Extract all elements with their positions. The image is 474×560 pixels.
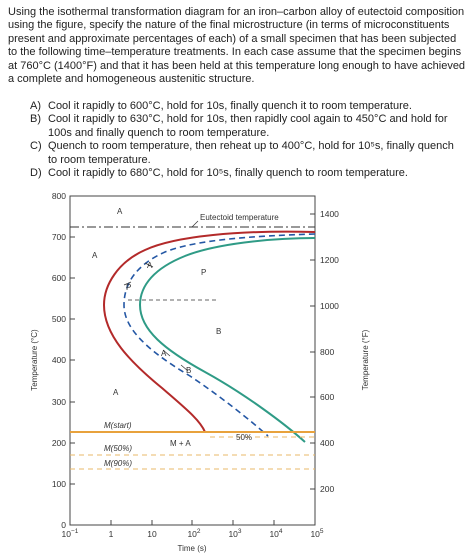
x-axis: 10−1 1 10 102 103 104 105 Time (s)	[62, 520, 324, 553]
curve-marker-a: A	[144, 261, 154, 270]
svg-text:A: A	[147, 261, 153, 270]
option-b: B) Cool it rapidly to 630°C, hold for 10s…	[30, 113, 466, 140]
svg-text:A: A	[161, 349, 167, 358]
option-d: D) Cool it rapidly to 680°C, hold for 10⁵…	[30, 167, 466, 180]
option-a-text: Cool it rapidly to 600°C, hold for 10s, …	[48, 100, 412, 112]
start-curve	[102, 230, 316, 433]
label-p: P	[201, 268, 206, 277]
label-m50: M(50%)	[104, 444, 132, 453]
left-tick-100: 100	[52, 479, 66, 489]
x-tick-6: 105	[310, 528, 323, 539]
left-tick-300: 300	[52, 397, 66, 407]
option-a-letter: A)	[30, 100, 41, 112]
ttt-diagram: 0 100 200 300 400 500 600 700 800 Temper…	[30, 191, 370, 553]
left-tick-400: 400	[52, 355, 66, 365]
left-tick-700: 700	[52, 232, 66, 242]
svg-text:P: P	[126, 283, 131, 292]
x-tick-0: 10−1	[62, 528, 79, 539]
plot-frame	[69, 195, 316, 526]
eutectoid-leader	[191, 220, 199, 228]
curve-marker-b: B	[180, 364, 191, 375]
option-a: A) Cool it rapidly to 600°C, hold for 10s…	[30, 100, 466, 113]
label-fifty-pct: 50%	[236, 433, 252, 442]
question-intro: Using the isothermal transformation diag…	[8, 6, 466, 86]
right-tick-200: 200	[320, 484, 334, 494]
left-axis: 0 100 200 300 400 500 600 700 800 Temper…	[30, 191, 75, 530]
x-tick-3: 102	[187, 528, 200, 539]
finish-curve	[138, 237, 316, 443]
option-c-letter: C)	[30, 140, 42, 153]
x-tick-2: 10	[147, 529, 157, 539]
x-tick-1: 1	[109, 529, 114, 539]
left-tick-500: 500	[52, 314, 66, 324]
label-a-top: A	[117, 207, 123, 216]
right-tick-800: 800	[320, 347, 334, 357]
right-tick-600: 600	[320, 392, 334, 402]
label-m90: M(90%)	[104, 459, 132, 468]
right-tick-1200: 1200	[320, 255, 339, 265]
left-tick-600: 600	[52, 273, 66, 283]
option-d-letter: D)	[30, 167, 42, 180]
right-tick-1000: 1000	[320, 301, 339, 311]
svg-text:B: B	[186, 366, 191, 375]
curve-marker-a2: A	[161, 349, 171, 358]
label-a-left: A	[92, 251, 98, 260]
label-a-low: A	[113, 388, 119, 397]
label-m-plus-a: M + A	[170, 439, 191, 448]
label-b: B	[216, 327, 221, 336]
left-axis-title: Temperature (°C)	[30, 329, 39, 391]
right-axis: 200 400 600 800 1000 1200 1400 Temperatu…	[310, 209, 370, 494]
option-b-letter: B)	[30, 113, 41, 126]
right-axis-title: Temperature (°F)	[361, 329, 370, 390]
x-tick-4: 103	[228, 528, 241, 539]
option-b-text: Cool it rapidly to 630°C, hold for 10s, …	[48, 113, 448, 139]
fifty-percent-curve	[123, 233, 316, 437]
right-tick-400: 400	[320, 438, 334, 448]
eutectoid-label: Eutectoid temperature	[200, 213, 279, 222]
option-c: C) Quench to room temperature, then rehea…	[30, 140, 466, 167]
left-tick-800: 800	[52, 191, 66, 201]
right-tick-1400: 1400	[320, 209, 339, 219]
option-c-text: Quench to room temperature, then reheat …	[48, 140, 454, 166]
left-tick-0: 0	[61, 520, 66, 530]
x-axis-title: Time (s)	[177, 544, 206, 553]
x-tick-5: 104	[269, 528, 282, 539]
option-d-text: Cool it rapidly to 680°C, hold for 10⁵s,…	[48, 167, 408, 180]
options-list: A) Cool it rapidly to 600°C, hold for 10s…	[30, 100, 466, 180]
curve-marker-p: P	[123, 281, 131, 292]
label-m-start: M(start)	[104, 421, 132, 430]
left-tick-200: 200	[52, 438, 66, 448]
